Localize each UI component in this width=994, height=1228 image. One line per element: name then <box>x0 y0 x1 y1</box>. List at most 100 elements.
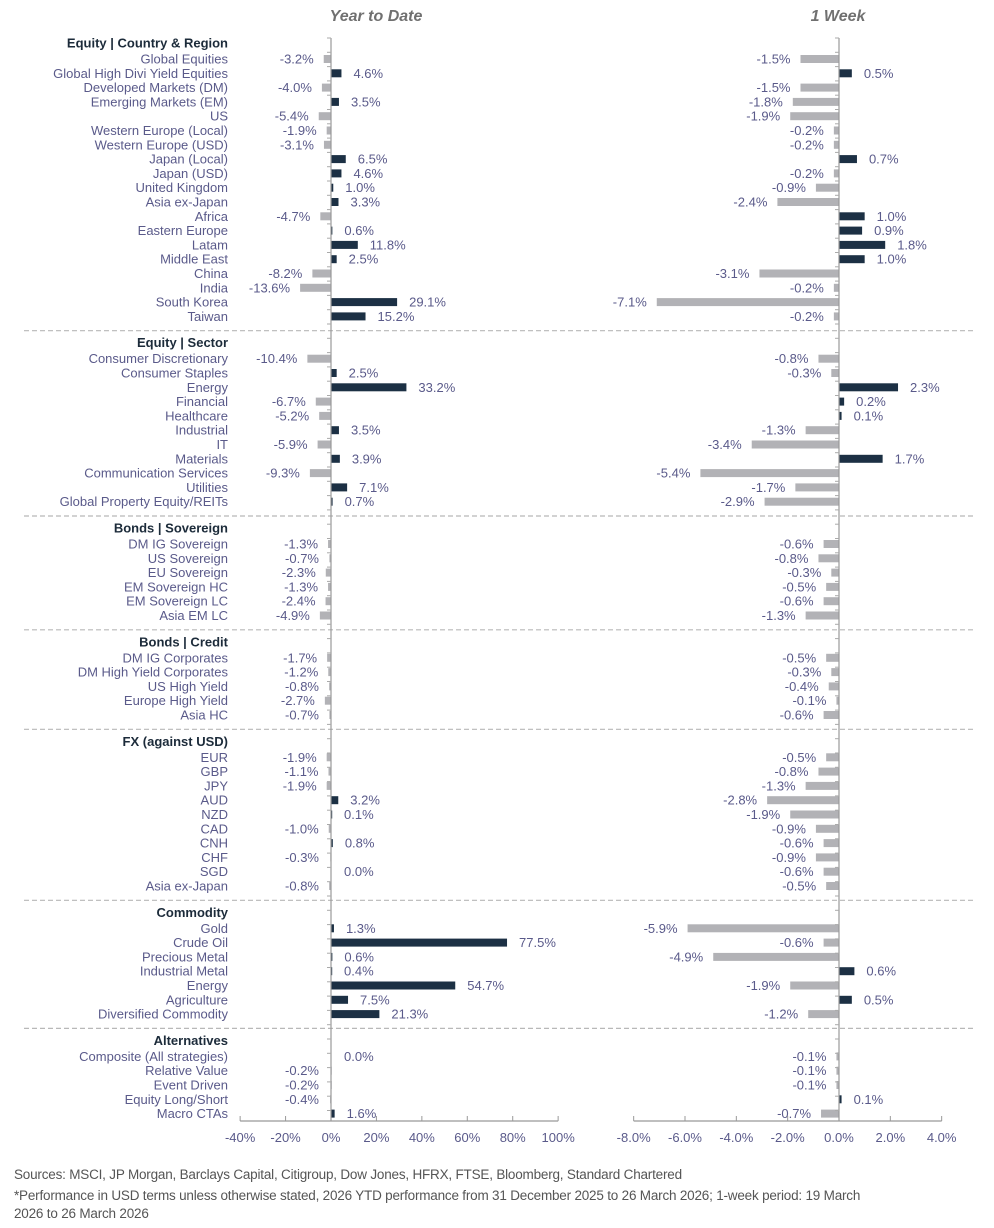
data-label: -6.7% <box>272 394 306 409</box>
row-label: Global Property Equity/REITs <box>60 494 229 509</box>
x-tick-label: 20% <box>363 1130 389 1145</box>
data-label: -0.9% <box>772 180 806 195</box>
data-label: -0.5% <box>782 750 816 765</box>
row-label: Taiwan <box>188 309 228 324</box>
footer-sources: Sources: MSCI, JP Morgan, Barclays Capit… <box>14 1167 682 1182</box>
bar <box>326 126 331 135</box>
data-label: -0.8% <box>774 551 808 566</box>
bar <box>839 397 845 406</box>
bar <box>331 255 337 264</box>
bar <box>836 1081 839 1089</box>
data-label: -1.7% <box>283 650 317 665</box>
data-label: 0.6% <box>344 949 374 964</box>
x-tick-label: 40% <box>409 1130 435 1145</box>
row-label: Asia ex-Japan <box>146 879 228 894</box>
data-label: 3.5% <box>351 423 381 438</box>
bar <box>687 924 839 933</box>
data-label: 1.7% <box>895 451 925 466</box>
x-tick-label: 80% <box>500 1130 526 1145</box>
bar <box>826 753 839 762</box>
row-label: Middle East <box>160 252 228 267</box>
data-label: -1.3% <box>762 778 796 793</box>
data-label: -0.1% <box>792 693 826 708</box>
bar <box>700 469 839 478</box>
data-label: -1.9% <box>283 123 317 138</box>
row-label: Utilities <box>186 480 228 495</box>
data-label: 1.0% <box>877 252 907 267</box>
data-label: -5.9% <box>274 437 308 452</box>
data-label: -8.2% <box>268 266 302 281</box>
data-label: -1.9% <box>283 750 317 765</box>
data-label: -0.6% <box>780 594 814 609</box>
bar <box>320 212 331 221</box>
data-label: -0.9% <box>772 821 806 836</box>
data-label: -0.6% <box>780 864 814 879</box>
bar <box>312 269 331 278</box>
bar <box>831 369 839 377</box>
row-label: Materials <box>175 451 228 466</box>
row-label: Macro CTAs <box>157 1106 229 1121</box>
bar <box>795 483 839 492</box>
row-label: Europe High Yield <box>124 693 228 708</box>
bar <box>777 198 839 206</box>
bar <box>839 411 842 420</box>
bar <box>331 938 508 947</box>
data-label: -0.9% <box>772 850 806 865</box>
x-tick-label: 0.0% <box>824 1130 854 1145</box>
bar <box>325 597 331 606</box>
row-label: Composite (All strategies) <box>79 1049 228 1064</box>
data-label: -1.9% <box>746 978 780 993</box>
data-label: -4.9% <box>669 949 703 964</box>
bar <box>300 283 331 292</box>
bar <box>767 796 839 805</box>
bar <box>826 882 839 890</box>
data-label: -0.7% <box>777 1106 811 1121</box>
bar <box>327 653 331 662</box>
row-label: Consumer Discretionary <box>89 351 229 366</box>
row-label: Consumer Staples <box>121 366 228 381</box>
row-label: Asia ex-Japan <box>146 195 228 210</box>
data-label: -1.5% <box>757 80 791 95</box>
bar <box>317 440 331 449</box>
bar <box>328 582 331 591</box>
x-tick-label: 4.0% <box>927 1130 957 1145</box>
row-label: DM High Yield Corporates <box>78 665 229 680</box>
data-label: -4.0% <box>278 80 312 95</box>
data-label: -0.2% <box>285 1078 319 1093</box>
data-label: -3.1% <box>280 137 314 152</box>
data-label: -0.8% <box>774 351 808 366</box>
data-label: 7.1% <box>359 480 389 495</box>
data-label: -0.4% <box>285 1092 319 1107</box>
row-label: Japan (USD) <box>153 166 228 181</box>
data-label: 0.9% <box>874 223 904 238</box>
row-label: GBP <box>201 764 228 779</box>
bar <box>808 1010 839 1019</box>
bar <box>759 269 839 278</box>
row-label: CNH <box>200 836 228 851</box>
data-label: -0.2% <box>285 1063 319 1078</box>
row-label: NZD <box>201 807 228 822</box>
data-label: -10.4% <box>256 351 298 366</box>
data-label: 54.7% <box>467 978 504 993</box>
data-label: -0.1% <box>792 1078 826 1093</box>
data-label: -0.2% <box>790 166 824 181</box>
data-label: -4.7% <box>276 209 310 224</box>
panel-title: Year to Date <box>330 8 423 25</box>
bar <box>331 226 333 235</box>
bar <box>818 767 839 776</box>
row-label: CHF <box>201 850 228 865</box>
data-label: 1.6% <box>347 1106 377 1121</box>
bar <box>833 126 839 135</box>
row-label: IT <box>216 437 228 452</box>
bar <box>326 781 331 790</box>
data-label: -5.2% <box>275 408 309 423</box>
data-label: 0.5% <box>864 992 894 1007</box>
data-label: -0.8% <box>774 764 808 779</box>
data-label: -5.4% <box>656 466 690 481</box>
row-label: Asia EM LC <box>159 608 228 623</box>
data-label: -1.3% <box>762 423 796 438</box>
data-label: -0.6% <box>780 537 814 552</box>
data-label: 2.5% <box>349 252 379 267</box>
row-label: Industrial <box>175 423 228 438</box>
data-label: 7.5% <box>360 992 390 1007</box>
